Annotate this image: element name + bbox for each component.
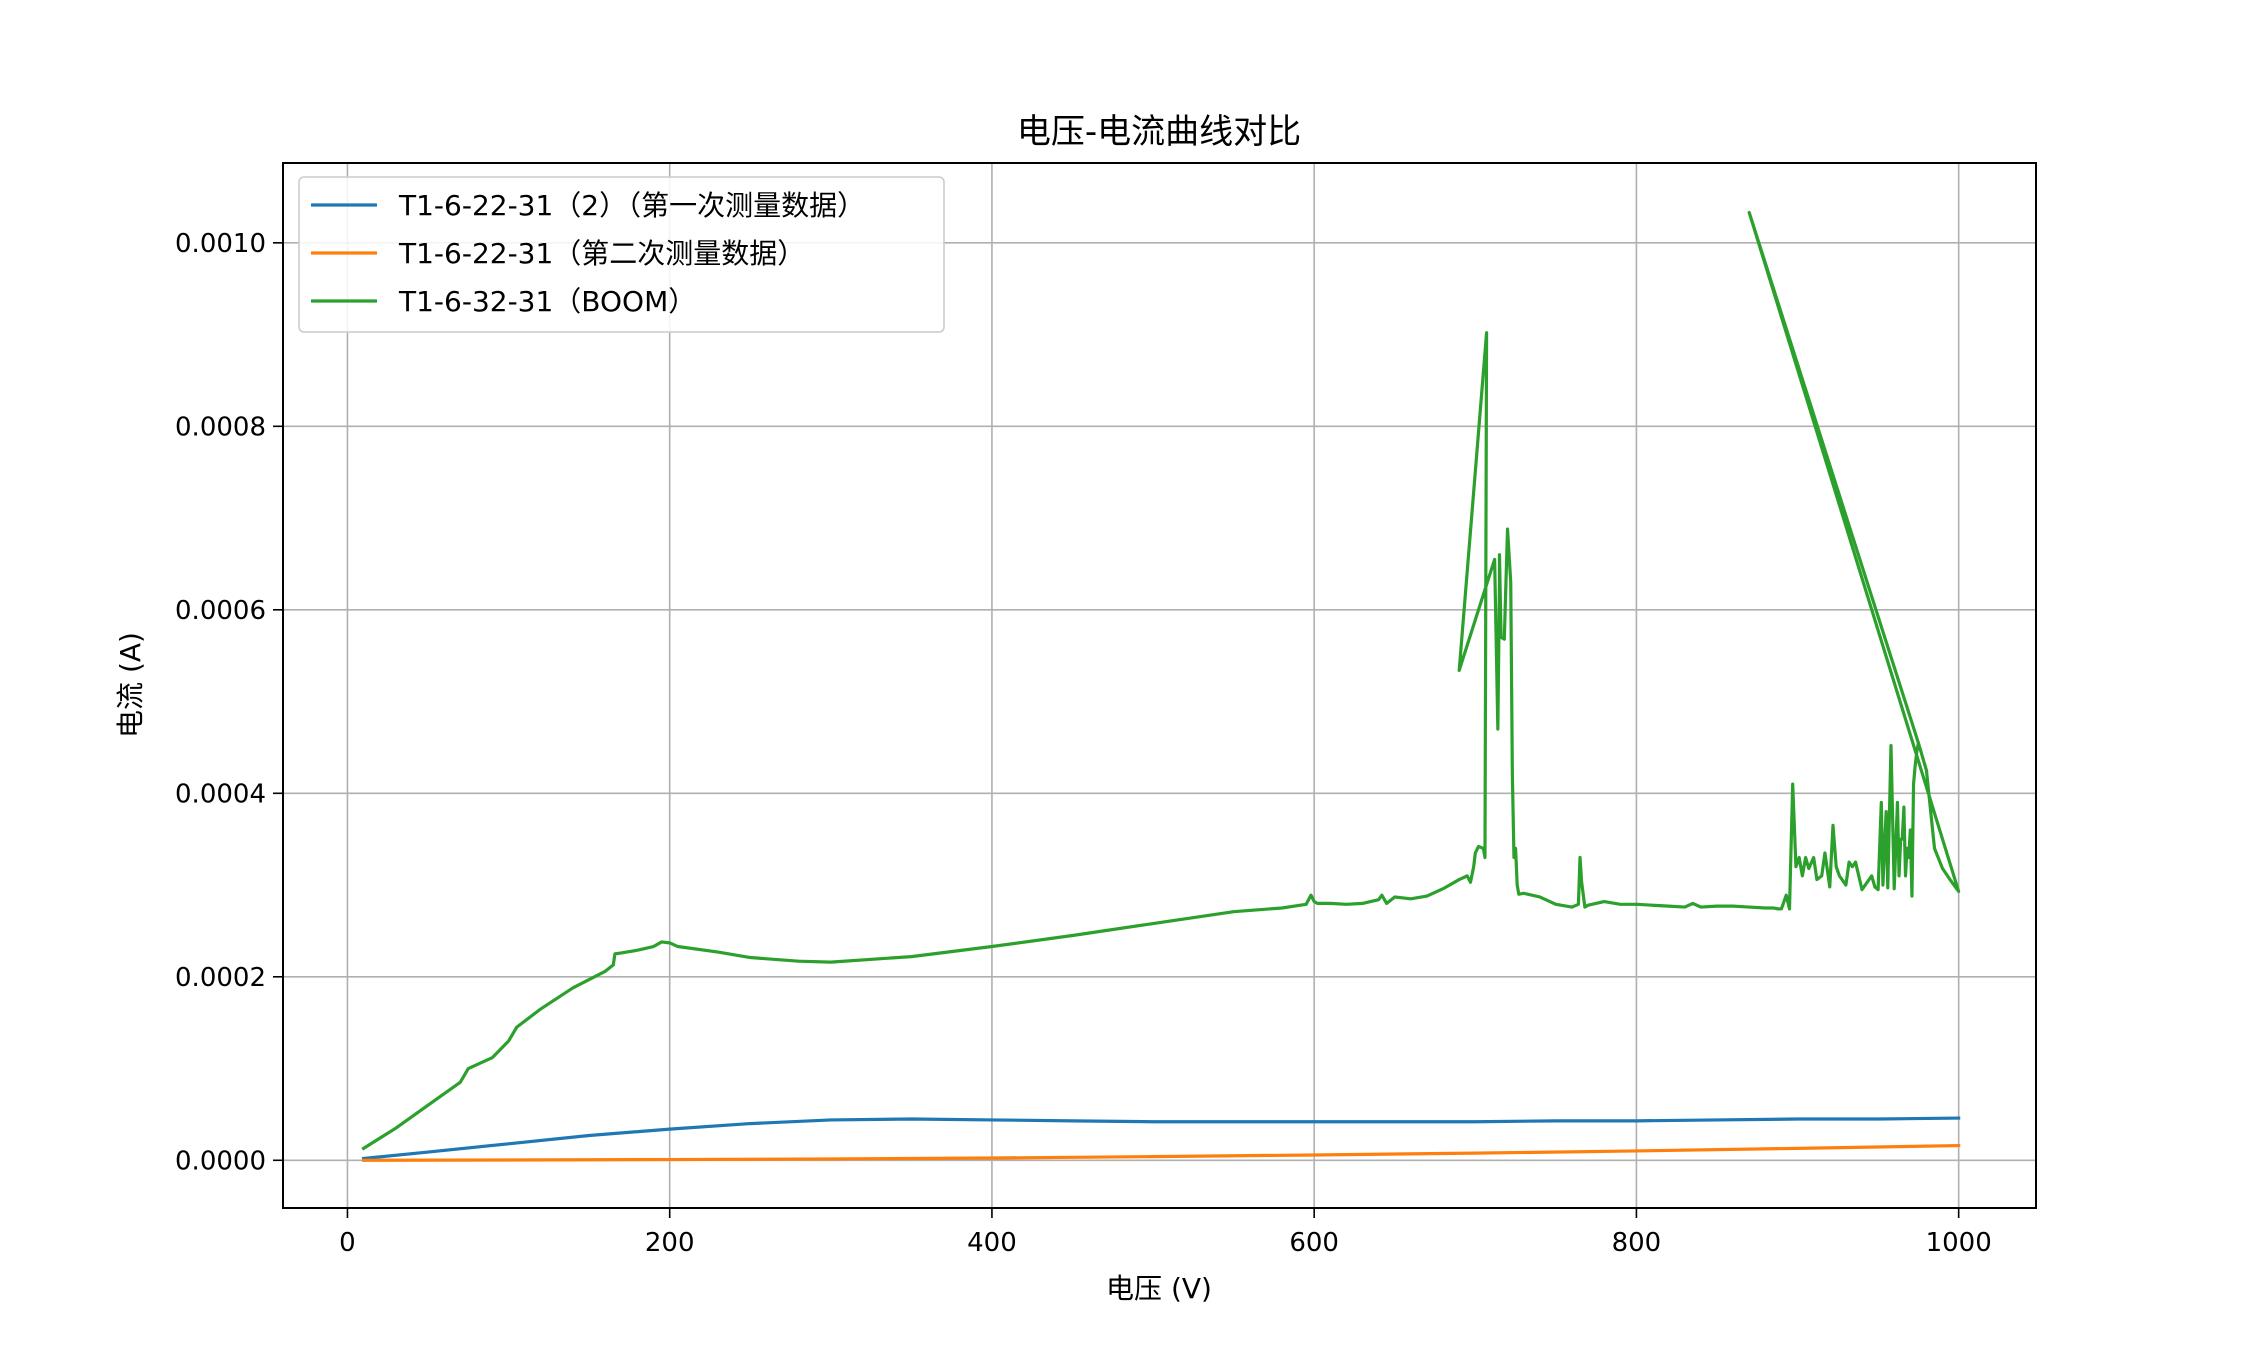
y-tick-label: 0.0010 [175, 229, 266, 259]
plot-frame [282, 162, 2037, 1209]
x-axis-label: 电压 (V) [1106, 1272, 1212, 1305]
legend-label-2: T1-6-22-31（第二次测量数据） [398, 237, 805, 270]
series-line-1 [361, 1116, 1961, 1161]
y-tick-label: 0.0004 [175, 779, 266, 809]
series-group [361, 210, 1961, 1162]
x-tick-label: 1000 [1926, 1228, 1992, 1258]
chart-title: 电压-电流曲线对比 [1017, 112, 1301, 152]
legend-box [298, 176, 945, 333]
y-tick-label: 0.0002 [175, 963, 266, 993]
x-tick-label: 400 [967, 1228, 1017, 1258]
legend-label-3: T1-6-32-31（BOOM） [398, 285, 696, 318]
y-tick-label: 0.0000 [175, 1146, 266, 1176]
series-line-2 [361, 1143, 1961, 1162]
legend-label-1: T1-6-22-31（2）（第一次测量数据） [398, 189, 865, 222]
x-tick-label: 800 [1612, 1228, 1662, 1258]
y-tick-label: 0.0006 [175, 596, 266, 626]
x-tick-label: 200 [645, 1228, 695, 1258]
legend: T1-6-22-31（2）（第一次测量数据） T1-6-22-31（第二次测量数据… [298, 176, 945, 333]
x-tick-label: 600 [1289, 1228, 1339, 1258]
grid-lines [283, 163, 2036, 1208]
axis-ticks: 0 200 400 600 800 1000 0.0000 0.0002 0.0004 0.000… [175, 229, 1992, 1258]
y-axis-label: 电流 (A) [114, 632, 147, 738]
x-tick-label: 0 [339, 1228, 356, 1258]
series-line-3 [361, 210, 1961, 1151]
y-tick-label: 0.0008 [175, 412, 266, 442]
